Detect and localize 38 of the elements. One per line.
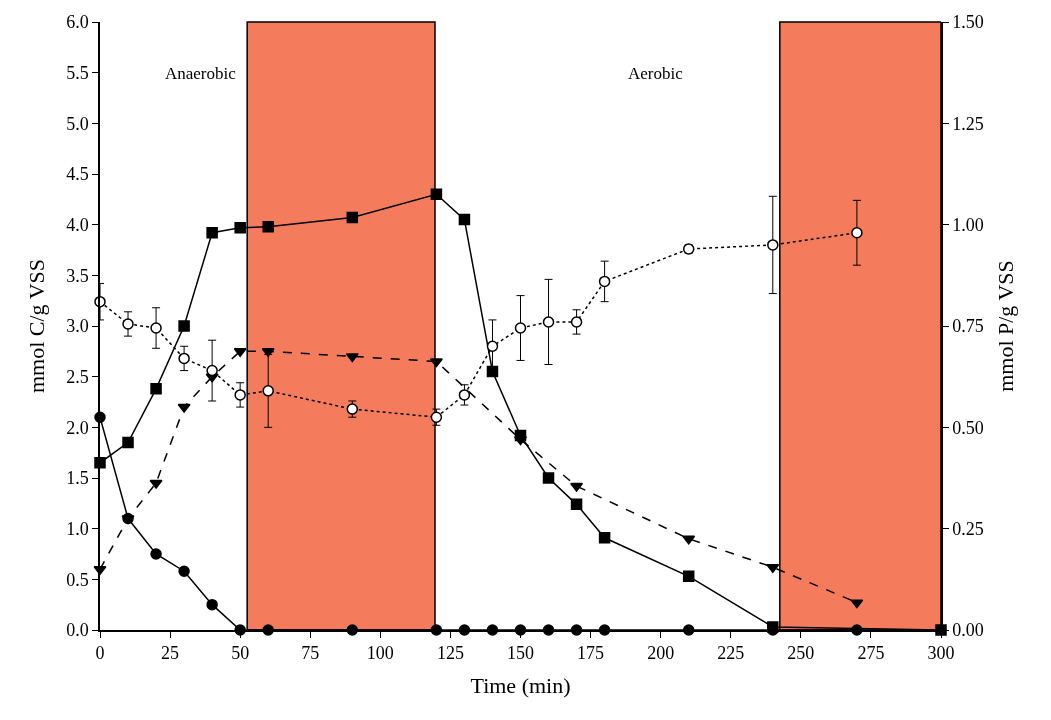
x-tick-label: 250 [787,643,815,664]
x-tick-label: 0 [95,643,105,664]
y-tick-label: 2.5 [66,366,89,387]
y-tick-label: 6.0 [66,12,89,33]
y2-tick-label: 1.00 [952,214,984,235]
y-tick-label: 4.5 [66,164,89,185]
x-tick-label: 175 [577,643,605,664]
x-tick-label: 25 [161,643,180,664]
x-tick-label: 75 [301,643,320,664]
x-axis-title: Time (min) [470,672,571,698]
x-tick-label: 275 [857,643,885,664]
x-tick-label: 300 [927,643,955,664]
y2-tick-label: 1.50 [952,12,984,33]
y-tick-label: 5.0 [66,113,89,134]
y2-tick-label: 0.25 [952,518,984,539]
y-tick-label: 3.5 [66,265,89,286]
y-tick-label: 5.5 [66,62,89,83]
y-tick-label: 1.5 [66,468,89,489]
y-tick-label: 0.5 [66,569,89,590]
x-tick-label: 100 [366,643,394,664]
y2-tick-label: 0.75 [952,316,984,337]
annotation: Anaerobic [165,64,237,83]
x-tick-label: 150 [507,643,534,664]
y-tick-label: 3.0 [66,316,89,337]
x-tick-label: 200 [647,643,675,664]
x-tick-label: 125 [436,643,464,664]
y-tick-label: 4.0 [66,214,89,235]
y2-tick-label: 0.50 [952,417,984,438]
x-tick-label: 50 [231,643,250,664]
y-tick-label: 1.0 [66,518,89,539]
x-tick-label: 225 [717,643,745,664]
annotation: Aerobic [628,64,684,83]
y2-axis-title: mmol P/g VSS [993,260,1019,392]
y2-tick-label: 0.00 [952,620,984,641]
y-axis-title: mmol C/g VSS [24,258,50,394]
y2-tick-label: 1.25 [952,113,984,134]
y-tick-label: 2.0 [66,417,89,438]
y-tick-label: 0.0 [66,620,89,641]
